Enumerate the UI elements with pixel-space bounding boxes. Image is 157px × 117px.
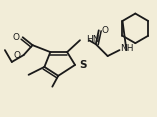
Text: O: O — [102, 26, 109, 35]
Text: HN: HN — [86, 35, 99, 44]
Text: S: S — [79, 60, 87, 70]
Text: O: O — [13, 33, 20, 42]
Text: NH: NH — [120, 44, 134, 53]
Text: O: O — [14, 51, 21, 60]
